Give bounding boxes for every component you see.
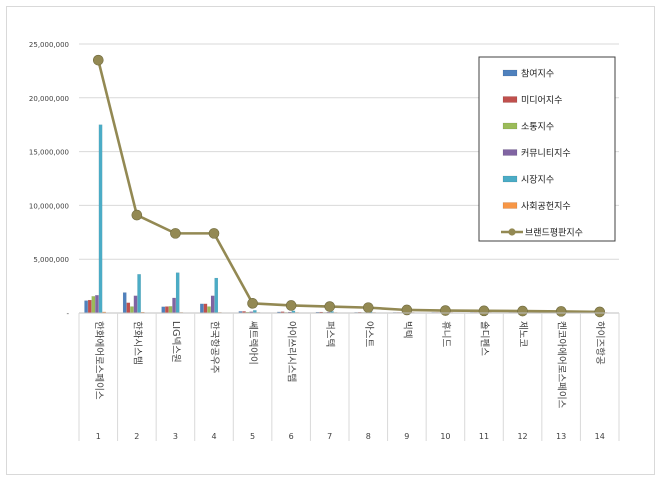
x-category-name: LIG넥스원	[170, 321, 181, 363]
y-tick-label: -	[66, 310, 69, 318]
x-category-name: 퍼스텍	[324, 321, 335, 347]
brand-index-point	[247, 298, 258, 309]
bar	[161, 306, 166, 314]
brand-index-point	[285, 300, 297, 311]
brand-index-point	[440, 305, 451, 316]
brand-index-point	[517, 305, 528, 317]
bar	[87, 299, 92, 314]
bar	[168, 306, 173, 314]
x-tick-label: 2	[134, 432, 139, 441]
brand-index-point	[131, 209, 143, 221]
brand-index-point	[208, 228, 220, 239]
brand-index-line	[97, 59, 600, 314]
y-axis: - 5,000,000 10,000,000 15,000,000 20,000,000…	[29, 41, 70, 318]
bar	[210, 295, 215, 314]
x-tick-label: 6	[289, 432, 294, 441]
bar	[200, 303, 204, 314]
chart-frame: - 5,000,000 10,000,000 15,000,000 20,000,000…	[6, 6, 655, 475]
bar	[122, 292, 127, 314]
x-tick-label: 12	[517, 432, 527, 441]
legend-label: 미디어지수	[521, 95, 562, 106]
x-category-name: 한화에어로스페이스	[93, 321, 104, 400]
bar	[137, 274, 141, 314]
y-tick-label: 10,000,000	[29, 202, 69, 210]
x-category-name: 휴니드	[440, 321, 451, 347]
x-tick-label: 4	[211, 432, 216, 441]
x-category-name: 한화시스템	[131, 321, 143, 365]
x-tick-label: 11	[479, 432, 489, 441]
bar	[84, 300, 88, 314]
brand-index-point	[362, 302, 374, 313]
legend-swatch	[502, 122, 518, 130]
x-tick-label: 10	[440, 432, 450, 441]
bar	[172, 297, 176, 314]
y-tick-label: 5,000,000	[33, 256, 69, 264]
bar	[165, 306, 169, 314]
bar	[133, 295, 138, 314]
x-tick-label: 13	[556, 432, 566, 441]
legend-swatch	[502, 96, 518, 103]
x-tick-label: 1	[96, 432, 101, 441]
x-category-name: 하이즈항공	[594, 321, 606, 365]
bar	[214, 277, 219, 314]
legend-label: 참여지수	[521, 68, 554, 80]
bar	[95, 295, 99, 314]
bar	[91, 296, 96, 314]
legend-label: 사회공헌지수	[521, 201, 571, 212]
x-tick-label: 3	[173, 432, 178, 441]
x-tick-label: 9	[404, 432, 409, 441]
legend-swatch	[502, 149, 518, 156]
legend-swatch	[502, 69, 518, 77]
brand-index-point	[594, 306, 606, 318]
bar	[126, 302, 131, 314]
brand-index-point	[401, 304, 413, 316]
legend-box	[478, 56, 616, 242]
legend-swatch	[502, 202, 518, 209]
bar	[130, 306, 134, 314]
x-tick-label: 7	[327, 432, 332, 441]
bar	[98, 124, 103, 314]
bar	[203, 303, 208, 314]
legend-swatch	[502, 175, 518, 183]
brand-index-point	[92, 54, 104, 66]
brand-reputation-chart: - 5,000,000 10,000,000 15,000,000 20,000,000…	[29, 41, 620, 441]
x-category-name: 아이쓰리시스템	[286, 321, 298, 382]
legend-label: 시장지수	[521, 175, 554, 186]
x-category-name: 빅텍	[401, 321, 412, 338]
brand-index-point	[170, 228, 181, 239]
x-category-name: 제노코	[517, 321, 528, 347]
x-tick-label: 5	[250, 432, 255, 441]
bar	[207, 306, 211, 314]
bar	[175, 272, 180, 314]
x-tick-label: 14	[595, 432, 605, 441]
x-tick-label: 8	[366, 432, 371, 441]
x-category-name: 한국항공우주	[209, 321, 220, 374]
y-tick-label: 15,000,000	[29, 149, 69, 157]
legend-marker	[508, 228, 516, 236]
x-axis: 한화에어로스페이스 1 한화시스템 2 LIG넥스원 3 한국항공우주 4 쎄트렉아이 5 아이쓰리…	[78, 312, 620, 441]
legend-label: 브랜드평판지수	[525, 228, 583, 239]
brand-index-point	[478, 305, 490, 317]
brand-index-point	[555, 306, 567, 317]
x-category-name: 솔디펜스	[479, 321, 490, 356]
legend-label: 커뮤니티지수	[521, 148, 571, 159]
x-category-name: 쎄트렉아이	[247, 321, 258, 365]
y-tick-label: 25,000,000	[29, 41, 69, 49]
legend-label: 소통지수	[521, 122, 554, 133]
brand-index-point	[324, 301, 336, 312]
x-category-name: 아스트	[363, 321, 374, 347]
x-category-name: 켄코아에어로스페이스	[556, 321, 567, 409]
y-tick-label: 20,000,000	[29, 95, 69, 103]
